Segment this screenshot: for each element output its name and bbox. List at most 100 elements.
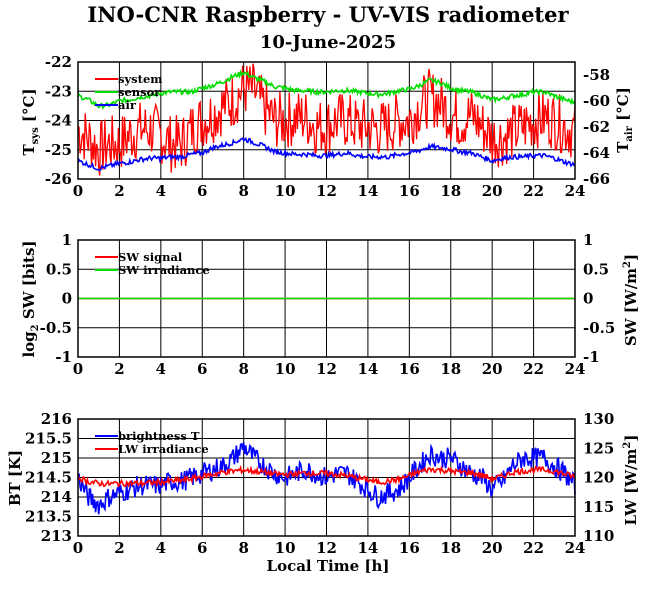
- xlabel-local-time: Local Time [h]: [267, 557, 390, 575]
- y-tick-label-right: 110: [583, 527, 614, 545]
- x-tick-label: 24: [565, 182, 586, 200]
- x-tick-label: 6: [197, 360, 207, 378]
- x-tick-label: 16: [399, 182, 420, 200]
- x-tick-label: 14: [357, 182, 378, 200]
- x-tick-label: 8: [238, 360, 248, 378]
- x-tick-label: 18: [440, 182, 461, 200]
- x-tick-label: 22: [523, 539, 544, 557]
- series-line-brightness-t: [77, 442, 576, 515]
- y-tick-label-right: 125: [583, 439, 614, 457]
- x-tick-label: 6: [197, 182, 207, 200]
- y-tick-label-left: 214: [41, 488, 72, 506]
- x-tick-label: 8: [238, 539, 248, 557]
- y-tick-label-right: 115: [583, 498, 614, 516]
- legend-label: SW irradiance: [118, 263, 210, 277]
- series-line-lw-irradiance: [77, 464, 576, 488]
- x-tick-label: 12: [316, 360, 337, 378]
- panel-longwave-series: [77, 442, 576, 515]
- x-tick-label: 10: [275, 360, 296, 378]
- x-tick-label: 2: [114, 539, 124, 557]
- x-tick-label: 10: [275, 182, 296, 200]
- ylabel-right-tair: Tair [°C]: [614, 87, 635, 153]
- y-tick-label-right: -64: [583, 144, 610, 162]
- x-tick-label: 0: [73, 360, 83, 378]
- x-tick-label: 2: [114, 360, 124, 378]
- y-tick-label-left: -23: [45, 82, 72, 100]
- y-tick-label-left: -26: [45, 170, 72, 188]
- ylabel-right-sw: SW [W/m2]: [622, 254, 640, 346]
- y-tick-label-left: 215: [41, 449, 72, 467]
- y-tick-label-right: -62: [583, 118, 610, 136]
- x-tick-label: 14: [357, 539, 378, 557]
- ylabel-right-lw: LW [W/m2]: [622, 435, 640, 526]
- x-tick-label: 6: [197, 539, 207, 557]
- panel-longwave: 0 2 4 6 8 10 12 14 16 18 20 22 24213213.5214214.5215…: [6, 410, 640, 575]
- y-tick-label-left: 0.5: [46, 260, 72, 278]
- x-tick-label: 8: [238, 182, 248, 200]
- y-tick-label-left: -25: [45, 141, 72, 159]
- panel-temperature-series: [77, 63, 576, 176]
- y-tick-label-left: 215.5: [25, 430, 72, 448]
- chart-title: INO-CNR Raspberry - UV-VIS radiometer: [87, 2, 569, 27]
- legend-label: brightness T: [118, 429, 200, 443]
- ylabel-left-tsys: Tsys [°C]: [20, 88, 41, 155]
- panel-longwave-ticks: 0 2 4 6 8 10 12 14 16 18 20 22 24213213.5214214.5215…: [25, 410, 614, 557]
- y-tick-label-right: 0: [583, 290, 593, 308]
- x-tick-label: 18: [440, 360, 461, 378]
- series-line-air: [77, 136, 576, 172]
- legend-label: LW irradiance: [118, 442, 209, 456]
- x-tick-label: 22: [523, 182, 544, 200]
- y-tick-label-right: -1: [583, 348, 600, 366]
- x-tick-label: 4: [156, 182, 166, 200]
- x-tick-label: 10: [275, 539, 296, 557]
- series-line-sensor: [77, 69, 576, 110]
- x-tick-label: 0: [73, 539, 83, 557]
- ylabel-left-log2sw: log2 SW [bits]: [20, 240, 41, 357]
- y-tick-label-left: 213.5: [25, 508, 72, 526]
- y-tick-label-left: 216: [41, 410, 72, 428]
- panel-temperature-frame: [77, 61, 576, 180]
- y-tick-label-left: 0: [62, 290, 72, 308]
- y-tick-label-right: 120: [583, 469, 614, 487]
- x-tick-label: 16: [399, 539, 420, 557]
- panel-shortwave-ticks: 0 2 4 6 8 10 12 14 16 18 20 22 24-1-0.500.51-1-0.500…: [40, 231, 616, 378]
- x-tick-label: 12: [316, 182, 337, 200]
- y-tick-label-left: -1: [55, 348, 72, 366]
- y-tick-label-left: 1: [62, 231, 72, 249]
- y-tick-label-right: -66: [583, 170, 610, 188]
- panel-longwave-frame: [77, 418, 576, 537]
- x-tick-label: 20: [482, 360, 503, 378]
- x-tick-label: 18: [440, 539, 461, 557]
- y-tick-label-left: -0.5: [40, 319, 72, 337]
- y-tick-label-right: -0.5: [583, 319, 615, 337]
- x-tick-label: 20: [482, 539, 503, 557]
- x-tick-label: 12: [316, 539, 337, 557]
- x-tick-label: 22: [523, 360, 544, 378]
- x-tick-label: 0: [73, 182, 83, 200]
- panel-shortwave: 0 2 4 6 8 10 12 14 16 18 20 22 24-1-0.500.51-1-0.500…: [20, 231, 640, 378]
- x-tick-label: 24: [565, 360, 586, 378]
- legend-label: SW signal: [118, 250, 183, 264]
- panel-longwave-legend: brightness TLW irradiance: [95, 429, 209, 456]
- panel-temperature: 0 2 4 6 8 10 12 14 16 18 20 22 24-26-25-24-23-22-66-…: [20, 53, 635, 200]
- y-tick-label-left: 214.5: [25, 469, 72, 487]
- x-tick-label: 4: [156, 360, 166, 378]
- chart-subtitle: 10-June-2025: [260, 32, 396, 53]
- y-tick-label-left: 213: [41, 527, 72, 545]
- y-tick-label-right: 130: [583, 410, 614, 428]
- x-tick-label: 24: [565, 539, 586, 557]
- y-tick-label-right: -60: [583, 92, 610, 110]
- y-tick-label-right: 0.5: [583, 260, 609, 278]
- x-tick-label: 20: [482, 182, 503, 200]
- legend-label: sensor: [118, 85, 161, 99]
- legend-label: air: [118, 98, 137, 112]
- y-tick-label-left: -24: [45, 112, 72, 130]
- x-tick-label: 4: [156, 539, 166, 557]
- panel-shortwave-frame: [77, 239, 576, 358]
- y-tick-label-right: 1: [583, 231, 593, 249]
- ylabel-left-bt: BT [K]: [6, 450, 24, 506]
- x-tick-label: 2: [114, 182, 124, 200]
